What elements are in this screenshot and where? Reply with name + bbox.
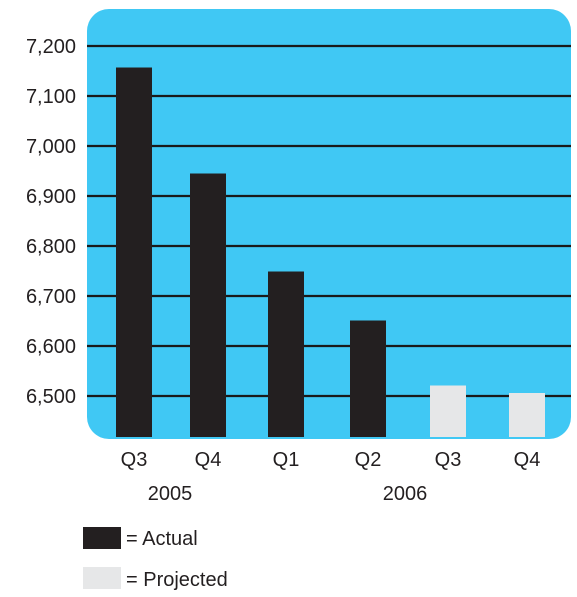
x-axis-category-labels: Q3 Q4 Q1 Q2 Q3 Q4 [121, 449, 541, 471]
legend-label-actual: = Actual [126, 528, 198, 550]
x-category-label: Q3 [121, 449, 148, 471]
y-tick-label: 6,600 [26, 336, 76, 358]
x-category-label: Q1 [273, 449, 300, 471]
bars [116, 67, 545, 437]
x-category-label: Q4 [195, 449, 222, 471]
bar-actual [190, 173, 226, 437]
y-tick-label: 6,700 [26, 286, 76, 308]
x-category-label: Q2 [355, 449, 382, 471]
plot-background [87, 9, 571, 439]
x-category-label: Q3 [435, 449, 462, 471]
x-year-label: 2005 [148, 483, 193, 505]
x-axis-year-labels: 2005 2006 [148, 483, 428, 505]
gridlines [87, 44, 571, 398]
legend: = Actual = Projected [83, 527, 228, 591]
legend-label-projected: = Projected [126, 569, 228, 591]
bar-projected [509, 393, 545, 437]
y-tick-label: 6,800 [26, 236, 76, 258]
legend-swatch-actual [83, 527, 121, 549]
y-tick-label: 7,100 [26, 86, 76, 108]
bar-actual [116, 67, 152, 437]
bar-actual [350, 320, 386, 437]
y-tick-label: 6,900 [26, 186, 76, 208]
x-year-label: 2006 [383, 483, 428, 505]
bar-actual [268, 271, 304, 437]
legend-swatch-projected [83, 567, 121, 589]
y-tick-label: 7,200 [26, 36, 76, 58]
x-category-label: Q4 [514, 449, 541, 471]
y-axis-tick-labels: 7,200 7,100 7,000 6,900 6,800 6,700 6,600 6,500 [26, 36, 76, 408]
y-tick-label: 6,500 [26, 386, 76, 408]
bar-projected [430, 385, 466, 437]
y-tick-label: 7,000 [26, 136, 76, 158]
